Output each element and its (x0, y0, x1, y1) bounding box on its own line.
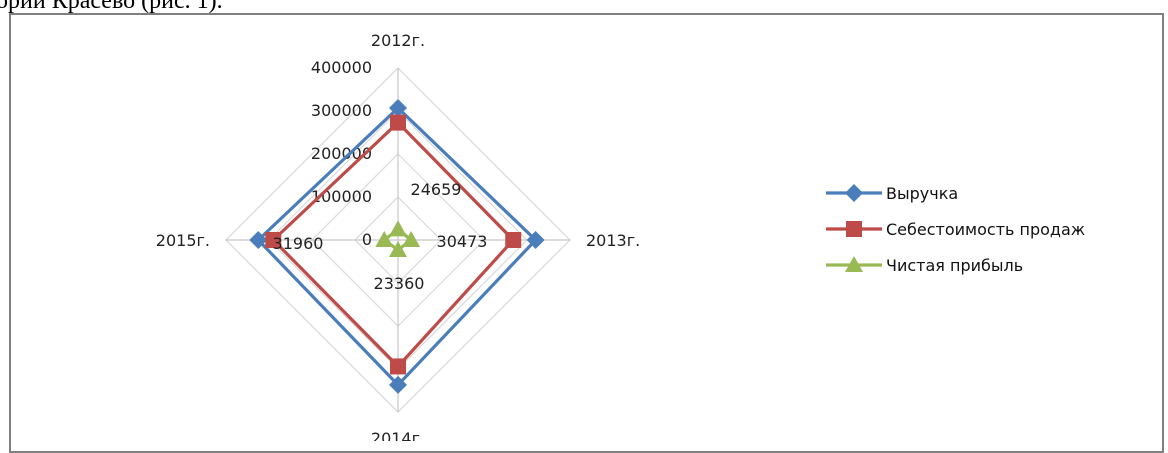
series-point (389, 220, 407, 237)
data-label: 31960 (273, 234, 324, 253)
legend-marker (845, 184, 863, 202)
series-point (389, 375, 407, 394)
series-point (249, 231, 268, 249)
category-label: 2014г. (371, 429, 425, 441)
series-point (375, 231, 394, 247)
data-label: 24659 (411, 180, 462, 199)
data-label: 30473 (437, 232, 488, 251)
series-point (526, 231, 545, 249)
data-label: 23360 (374, 274, 425, 293)
legend-marker (846, 221, 862, 237)
series-point (505, 232, 522, 248)
legend-item: Чистая прибыль (826, 256, 1023, 275)
series-point (390, 358, 406, 375)
legend-item: Выручка (826, 184, 958, 203)
chart-frame (9, 13, 1164, 453)
legend-marker (845, 256, 863, 272)
series-point (390, 114, 406, 131)
series-layer (249, 98, 545, 394)
series-point (389, 98, 407, 117)
legend-label: Себестоимость продаж (886, 220, 1085, 239)
legend-item: Себестоимость продаж (826, 220, 1085, 239)
series-point (265, 232, 282, 248)
series-point (389, 241, 407, 258)
legend-label: Чистая прибыль (886, 256, 1023, 275)
legend: Выручка Себестоимость продаж Чистая прибыл… (826, 184, 1085, 275)
category-label: 2013г. (586, 231, 640, 250)
category-label: 2015г. (156, 231, 210, 250)
radial-tick-label: 0 (362, 230, 372, 249)
legend-label: Выручка (886, 184, 958, 203)
data-labels: 24659 30473 23360 31960 (273, 180, 488, 293)
category-label: 2012г. (371, 31, 425, 50)
page-caption: ории Красево (рис. 1). (0, 0, 223, 14)
category-labels: 2012г. 2013г. 2014г. 2015г. (156, 31, 640, 441)
series-triangle (375, 220, 421, 258)
series-square (265, 114, 522, 375)
series-diamond (249, 98, 545, 394)
radial-tick-label: 300000 (311, 101, 372, 120)
series-point (402, 231, 421, 247)
radial-tick-label: 400000 (311, 58, 372, 77)
